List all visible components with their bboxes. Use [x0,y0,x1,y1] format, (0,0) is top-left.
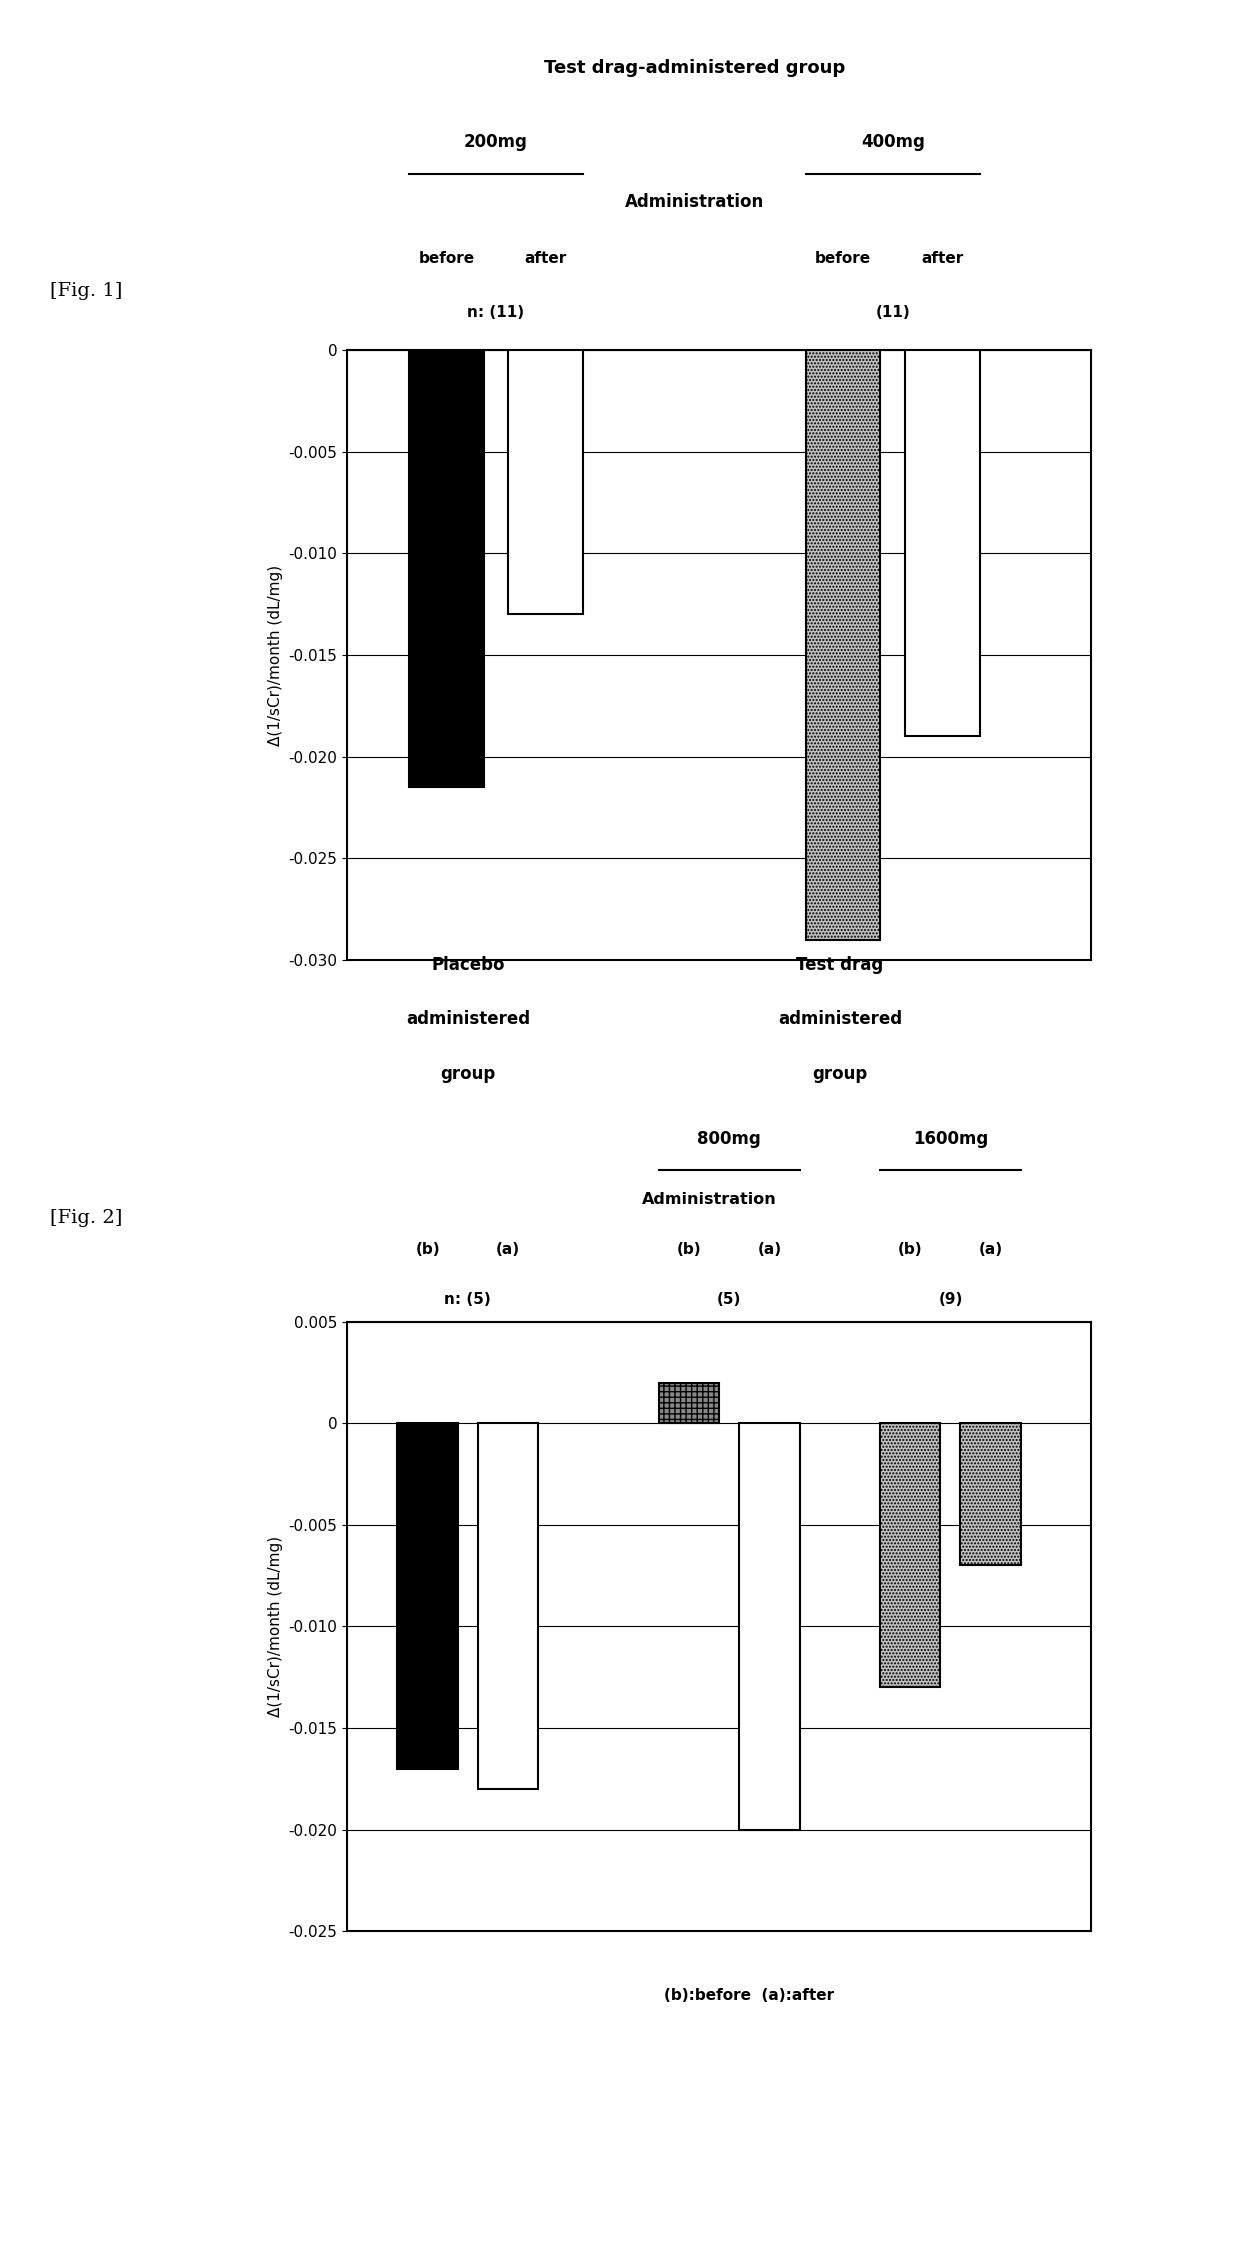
Bar [880,1423,940,1687]
Text: (b): (b) [677,1242,702,1256]
Text: after: after [525,251,567,267]
Bar [961,1423,1021,1565]
Text: Test drag: Test drag [796,956,883,974]
Text: administered: administered [405,1010,529,1028]
Text: (b):before  (a):after: (b):before (a):after [665,1988,835,2004]
Bar [398,1423,458,1769]
Text: 800mg: 800mg [697,1130,761,1148]
Text: (b): (b) [898,1242,923,1256]
Text: (a): (a) [758,1242,781,1256]
Text: (a): (a) [978,1242,1003,1256]
Text: (5): (5) [717,1292,742,1306]
Y-axis label: Δ(1/sCr)/month (dL/mg): Δ(1/sCr)/month (dL/mg) [268,565,283,745]
Bar [508,350,583,614]
Text: after: after [921,251,963,267]
Text: 400mg: 400mg [861,133,925,151]
Text: before: before [815,251,872,267]
Text: Administration: Administration [625,192,764,210]
Y-axis label: Δ(1/sCr)/month (dL/mg): Δ(1/sCr)/month (dL/mg) [268,1536,283,1717]
Text: Administration: Administration [642,1193,776,1206]
Text: (11): (11) [875,305,910,321]
Text: (b): (b) [415,1242,440,1256]
Text: group: group [440,1064,496,1082]
Bar [477,1423,538,1789]
Text: n: (5): n: (5) [444,1292,491,1306]
Text: (a): (a) [496,1242,520,1256]
Bar [409,350,484,788]
Bar [905,350,980,736]
Text: 200mg: 200mg [464,133,528,151]
Text: [Fig. 1]: [Fig. 1] [50,282,122,300]
Text: 1600mg: 1600mg [913,1130,988,1148]
Text: (9): (9) [939,1292,962,1306]
Bar [806,350,880,940]
Text: n: (11): n: (11) [467,305,525,321]
Text: Placebo: Placebo [432,956,505,974]
Text: administered: administered [777,1010,901,1028]
Text: group: group [812,1064,868,1082]
Bar [658,1383,719,1423]
Text: Test drag-administered group: Test drag-administered group [544,59,844,77]
Text: before: before [418,251,475,267]
Bar [739,1423,800,1830]
Text: [Fig. 2]: [Fig. 2] [50,1209,122,1227]
